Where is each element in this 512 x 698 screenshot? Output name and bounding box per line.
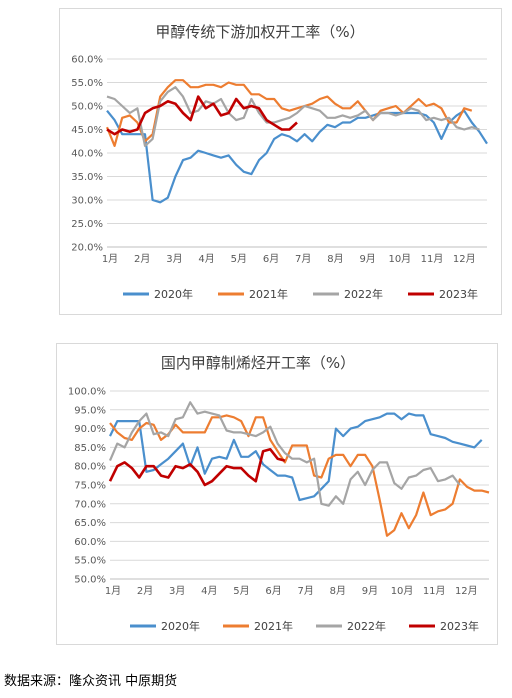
y-tick-label: 25.0%	[71, 219, 103, 230]
x-tick-label: 8月	[330, 585, 346, 597]
y-tick-label: 35.0%	[71, 172, 103, 183]
chart-2-svg: 国内甲醇制烯烃开工率（%） 50.0% 55.0% 60.0% 65.0% 70.0% 75…	[68, 354, 490, 633]
y-tick-label: 55.0%	[71, 78, 103, 89]
x-tick-label: 3月	[169, 585, 185, 597]
y-tick-label: 65.0%	[74, 518, 106, 529]
legend-label: 2023年	[440, 619, 479, 633]
y-tick-label: 30.0%	[71, 196, 103, 207]
x-tick-label: 6月	[265, 585, 281, 597]
x-tick-label: 9月	[359, 253, 375, 265]
x-tick-label: 5月	[233, 585, 249, 597]
series-line-3	[106, 95, 298, 136]
series-line-3	[108, 448, 286, 487]
x-tick-label: 7月	[298, 585, 314, 597]
legend-label: 2020年	[154, 287, 193, 301]
x-tick-label: 6月	[263, 253, 279, 265]
x-tick-label: 11月	[421, 253, 444, 265]
legend-label: 2020年	[161, 619, 200, 633]
y-tick-label: 85.0%	[74, 443, 106, 454]
series-line-0	[106, 109, 488, 204]
x-tick-label: 2月	[137, 585, 153, 597]
x-tick-label: 10月	[388, 253, 411, 265]
x-tick-label: 4月	[198, 253, 214, 265]
x-tick-label: 1月	[105, 585, 121, 597]
y-tick-label: 75.0%	[74, 481, 106, 492]
x-tick-label: 5月	[231, 253, 247, 265]
chart-title: 甲醇传统下游加权开工率（%）	[155, 23, 364, 41]
series-line-2	[106, 86, 480, 147]
x-tick-label: 10月	[391, 585, 414, 597]
x-tick-label: 4月	[201, 585, 217, 597]
x-tick-label: 12月	[453, 253, 476, 265]
x-tick-label: 1月	[102, 253, 118, 265]
x-tick-label: 2月	[134, 253, 150, 265]
y-tick-label: 70.0%	[74, 499, 106, 510]
y-tick-label: 55.0%	[74, 556, 106, 567]
y-tick-label: 90.0%	[74, 424, 106, 435]
y-tick-label: 80.0%	[74, 462, 106, 473]
y-tick-label: 50.0%	[71, 102, 103, 113]
y-tick-label: 40.0%	[71, 149, 103, 160]
x-tick-label: 7月	[295, 253, 311, 265]
x-tick-label: 3月	[166, 253, 182, 265]
y-tick-label: 45.0%	[71, 125, 103, 136]
x-tick-label: 11月	[423, 585, 446, 597]
legend-label: 2022年	[344, 287, 383, 301]
legend-label: 2021年	[249, 287, 288, 301]
y-tick-label: 50.0%	[74, 575, 106, 586]
chart-panel-2: 国内甲醇制烯烃开工率（%） 50.0% 55.0% 60.0% 65.0% 70.0% 75…	[56, 343, 498, 645]
y-tick-label: 95.0%	[74, 405, 106, 416]
x-tick-label: 9月	[362, 585, 378, 597]
legend-label: 2021年	[254, 619, 293, 633]
chart-1-svg: 甲醇传统下游加权开工率（%） 20.0% 25.0% 30.0% 35.0% 40.0% 4…	[71, 23, 488, 301]
y-tick-label: 20.0%	[71, 243, 103, 254]
series-line-0	[109, 412, 483, 502]
x-tick-label: 12月	[455, 585, 478, 597]
y-tick-label: 60.0%	[71, 55, 103, 66]
legend-label: 2023年	[439, 287, 478, 301]
legend-label: 2022年	[347, 619, 386, 633]
x-tick-label: 8月	[327, 253, 343, 265]
y-tick-label: 100.0%	[68, 387, 106, 398]
data-source-note: 数据来源：隆众资讯 中原期货	[4, 674, 178, 689]
chart-title: 国内甲醇制烯烃开工率（%）	[161, 354, 355, 372]
series-line-1	[109, 414, 490, 537]
chart-panel-1: 甲醇传统下游加权开工率（%） 20.0% 25.0% 30.0% 35.0% 40.0% 4…	[59, 8, 502, 315]
series-line-1	[105, 79, 473, 147]
series-line-2	[108, 401, 461, 507]
y-tick-label: 60.0%	[74, 537, 106, 548]
